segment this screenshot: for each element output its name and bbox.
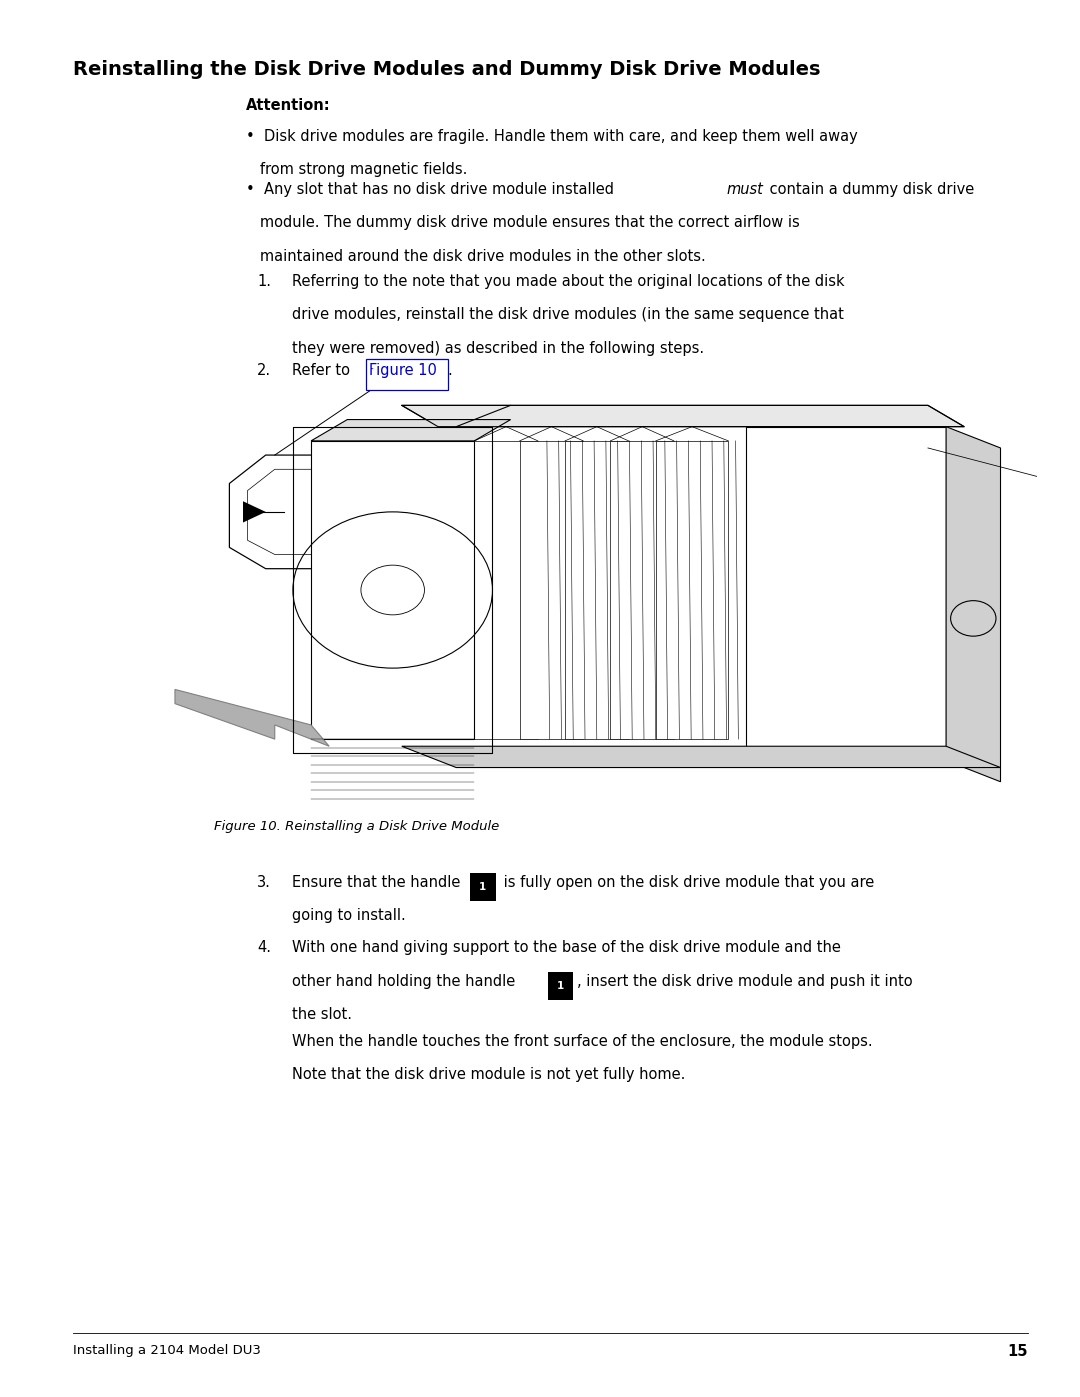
Text: other hand holding the handle: other hand holding the handle — [292, 974, 519, 989]
Text: When the handle touches the front surface of the enclosure, the module stops.: When the handle touches the front surfac… — [292, 1034, 873, 1049]
Polygon shape — [565, 441, 629, 739]
FancyBboxPatch shape — [548, 972, 573, 1000]
Text: is fully open on the disk drive module that you are: is fully open on the disk drive module t… — [499, 875, 874, 890]
Text: the slot.: the slot. — [292, 1007, 352, 1023]
Text: maintained around the disk drive modules in the other slots.: maintained around the disk drive modules… — [246, 249, 706, 264]
Polygon shape — [402, 746, 1000, 767]
Text: .: . — [447, 363, 451, 379]
Text: •  Disk drive modules are fragile. Handle them with care, and keep them well awa: • Disk drive modules are fragile. Handle… — [246, 129, 858, 144]
Text: With one hand giving support to the base of the disk drive module and the: With one hand giving support to the base… — [292, 940, 840, 956]
Polygon shape — [946, 426, 1000, 782]
Text: 1: 1 — [370, 367, 379, 380]
Polygon shape — [311, 419, 511, 441]
Polygon shape — [656, 441, 728, 739]
Text: contain a dummy disk drive: contain a dummy disk drive — [766, 182, 974, 197]
Text: Figure 10. Reinstalling a Disk Drive Module: Figure 10. Reinstalling a Disk Drive Mod… — [214, 820, 499, 833]
Text: 4.: 4. — [257, 940, 271, 956]
Text: Figure 10: Figure 10 — [369, 363, 437, 379]
Text: Referring to the note that you made about the original locations of the disk: Referring to the note that you made abou… — [292, 274, 845, 289]
Text: 2.: 2. — [257, 363, 271, 379]
Text: , insert the disk drive module and push it into: , insert the disk drive module and push … — [577, 974, 913, 989]
Polygon shape — [474, 441, 538, 739]
Text: Installing a 2104 Model DU3: Installing a 2104 Model DU3 — [73, 1344, 261, 1356]
Polygon shape — [175, 690, 329, 746]
Text: must: must — [726, 182, 764, 197]
Polygon shape — [243, 502, 266, 522]
Text: they were removed) as described in the following steps.: they were removed) as described in the f… — [292, 341, 704, 356]
Text: 3.: 3. — [257, 875, 271, 890]
Polygon shape — [311, 441, 474, 739]
Polygon shape — [746, 426, 946, 760]
Text: 1: 1 — [480, 882, 486, 893]
Text: 1.: 1. — [257, 274, 271, 289]
Text: drive modules, reinstall the disk drive modules (in the same sequence that: drive modules, reinstall the disk drive … — [292, 307, 843, 323]
Polygon shape — [610, 441, 674, 739]
Text: Reinstalling the Disk Drive Modules and Dummy Disk Drive Modules: Reinstalling the Disk Drive Modules and … — [73, 60, 821, 80]
Polygon shape — [402, 405, 964, 426]
Text: Refer to: Refer to — [292, 363, 354, 379]
Text: Attention:: Attention: — [246, 98, 330, 113]
Text: going to install.: going to install. — [292, 908, 405, 923]
Polygon shape — [519, 441, 583, 739]
FancyBboxPatch shape — [346, 358, 404, 388]
Text: 1: 1 — [557, 981, 564, 992]
Text: •  Any slot that has no disk drive module installed: • Any slot that has no disk drive module… — [246, 182, 619, 197]
Text: Ensure that the handle: Ensure that the handle — [292, 875, 464, 890]
Text: 15: 15 — [1008, 1344, 1028, 1359]
Text: Note that the disk drive module is not yet fully home.: Note that the disk drive module is not y… — [292, 1067, 685, 1083]
Text: from strong magnetic fields.: from strong magnetic fields. — [246, 162, 468, 177]
FancyBboxPatch shape — [470, 873, 496, 901]
Text: module. The dummy disk drive module ensures that the correct airflow is: module. The dummy disk drive module ensu… — [246, 215, 800, 231]
